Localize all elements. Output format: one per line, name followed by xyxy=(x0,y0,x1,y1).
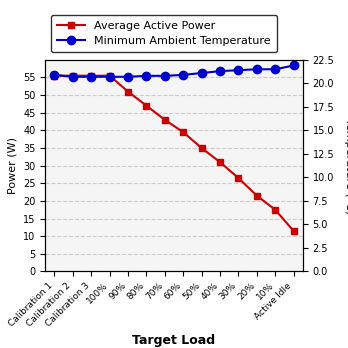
Line: Minimum Ambient Temperature: Minimum Ambient Temperature xyxy=(50,61,298,81)
Average Active Power xyxy=(255,193,259,198)
Average Active Power xyxy=(126,89,130,94)
Average Active Power xyxy=(89,74,93,78)
Minimum Ambient Temperature xyxy=(89,75,93,79)
Minimum Ambient Temperature xyxy=(144,74,149,78)
Average Active Power xyxy=(199,146,204,150)
Minimum Ambient Temperature xyxy=(292,63,296,68)
Minimum Ambient Temperature xyxy=(71,75,75,79)
Average Active Power xyxy=(108,74,112,78)
Average Active Power xyxy=(52,74,56,78)
Minimum Ambient Temperature xyxy=(236,68,240,72)
Average Active Power xyxy=(163,118,167,122)
Y-axis label: Power (W): Power (W) xyxy=(7,137,17,194)
Average Active Power xyxy=(144,104,149,108)
Legend: Average Active Power, Minimum Ambient Temperature: Average Active Power, Minimum Ambient Te… xyxy=(51,15,277,52)
Minimum Ambient Temperature xyxy=(108,75,112,79)
Average Active Power xyxy=(273,208,277,212)
Minimum Ambient Temperature xyxy=(273,67,277,71)
Minimum Ambient Temperature xyxy=(218,69,222,73)
Y-axis label: Temperature (°C): Temperature (°C) xyxy=(344,118,348,214)
Average Active Power xyxy=(218,160,222,164)
Average Active Power xyxy=(292,229,296,233)
Minimum Ambient Temperature xyxy=(199,71,204,75)
Minimum Ambient Temperature xyxy=(126,75,130,79)
Average Active Power xyxy=(71,74,75,78)
Average Active Power xyxy=(236,176,240,180)
Minimum Ambient Temperature xyxy=(163,74,167,78)
X-axis label: Target Load: Target Load xyxy=(133,334,215,347)
Average Active Power xyxy=(181,130,185,134)
Line: Average Active Power: Average Active Power xyxy=(51,72,297,234)
Minimum Ambient Temperature xyxy=(52,73,56,77)
Minimum Ambient Temperature xyxy=(255,67,259,71)
Minimum Ambient Temperature xyxy=(181,73,185,77)
